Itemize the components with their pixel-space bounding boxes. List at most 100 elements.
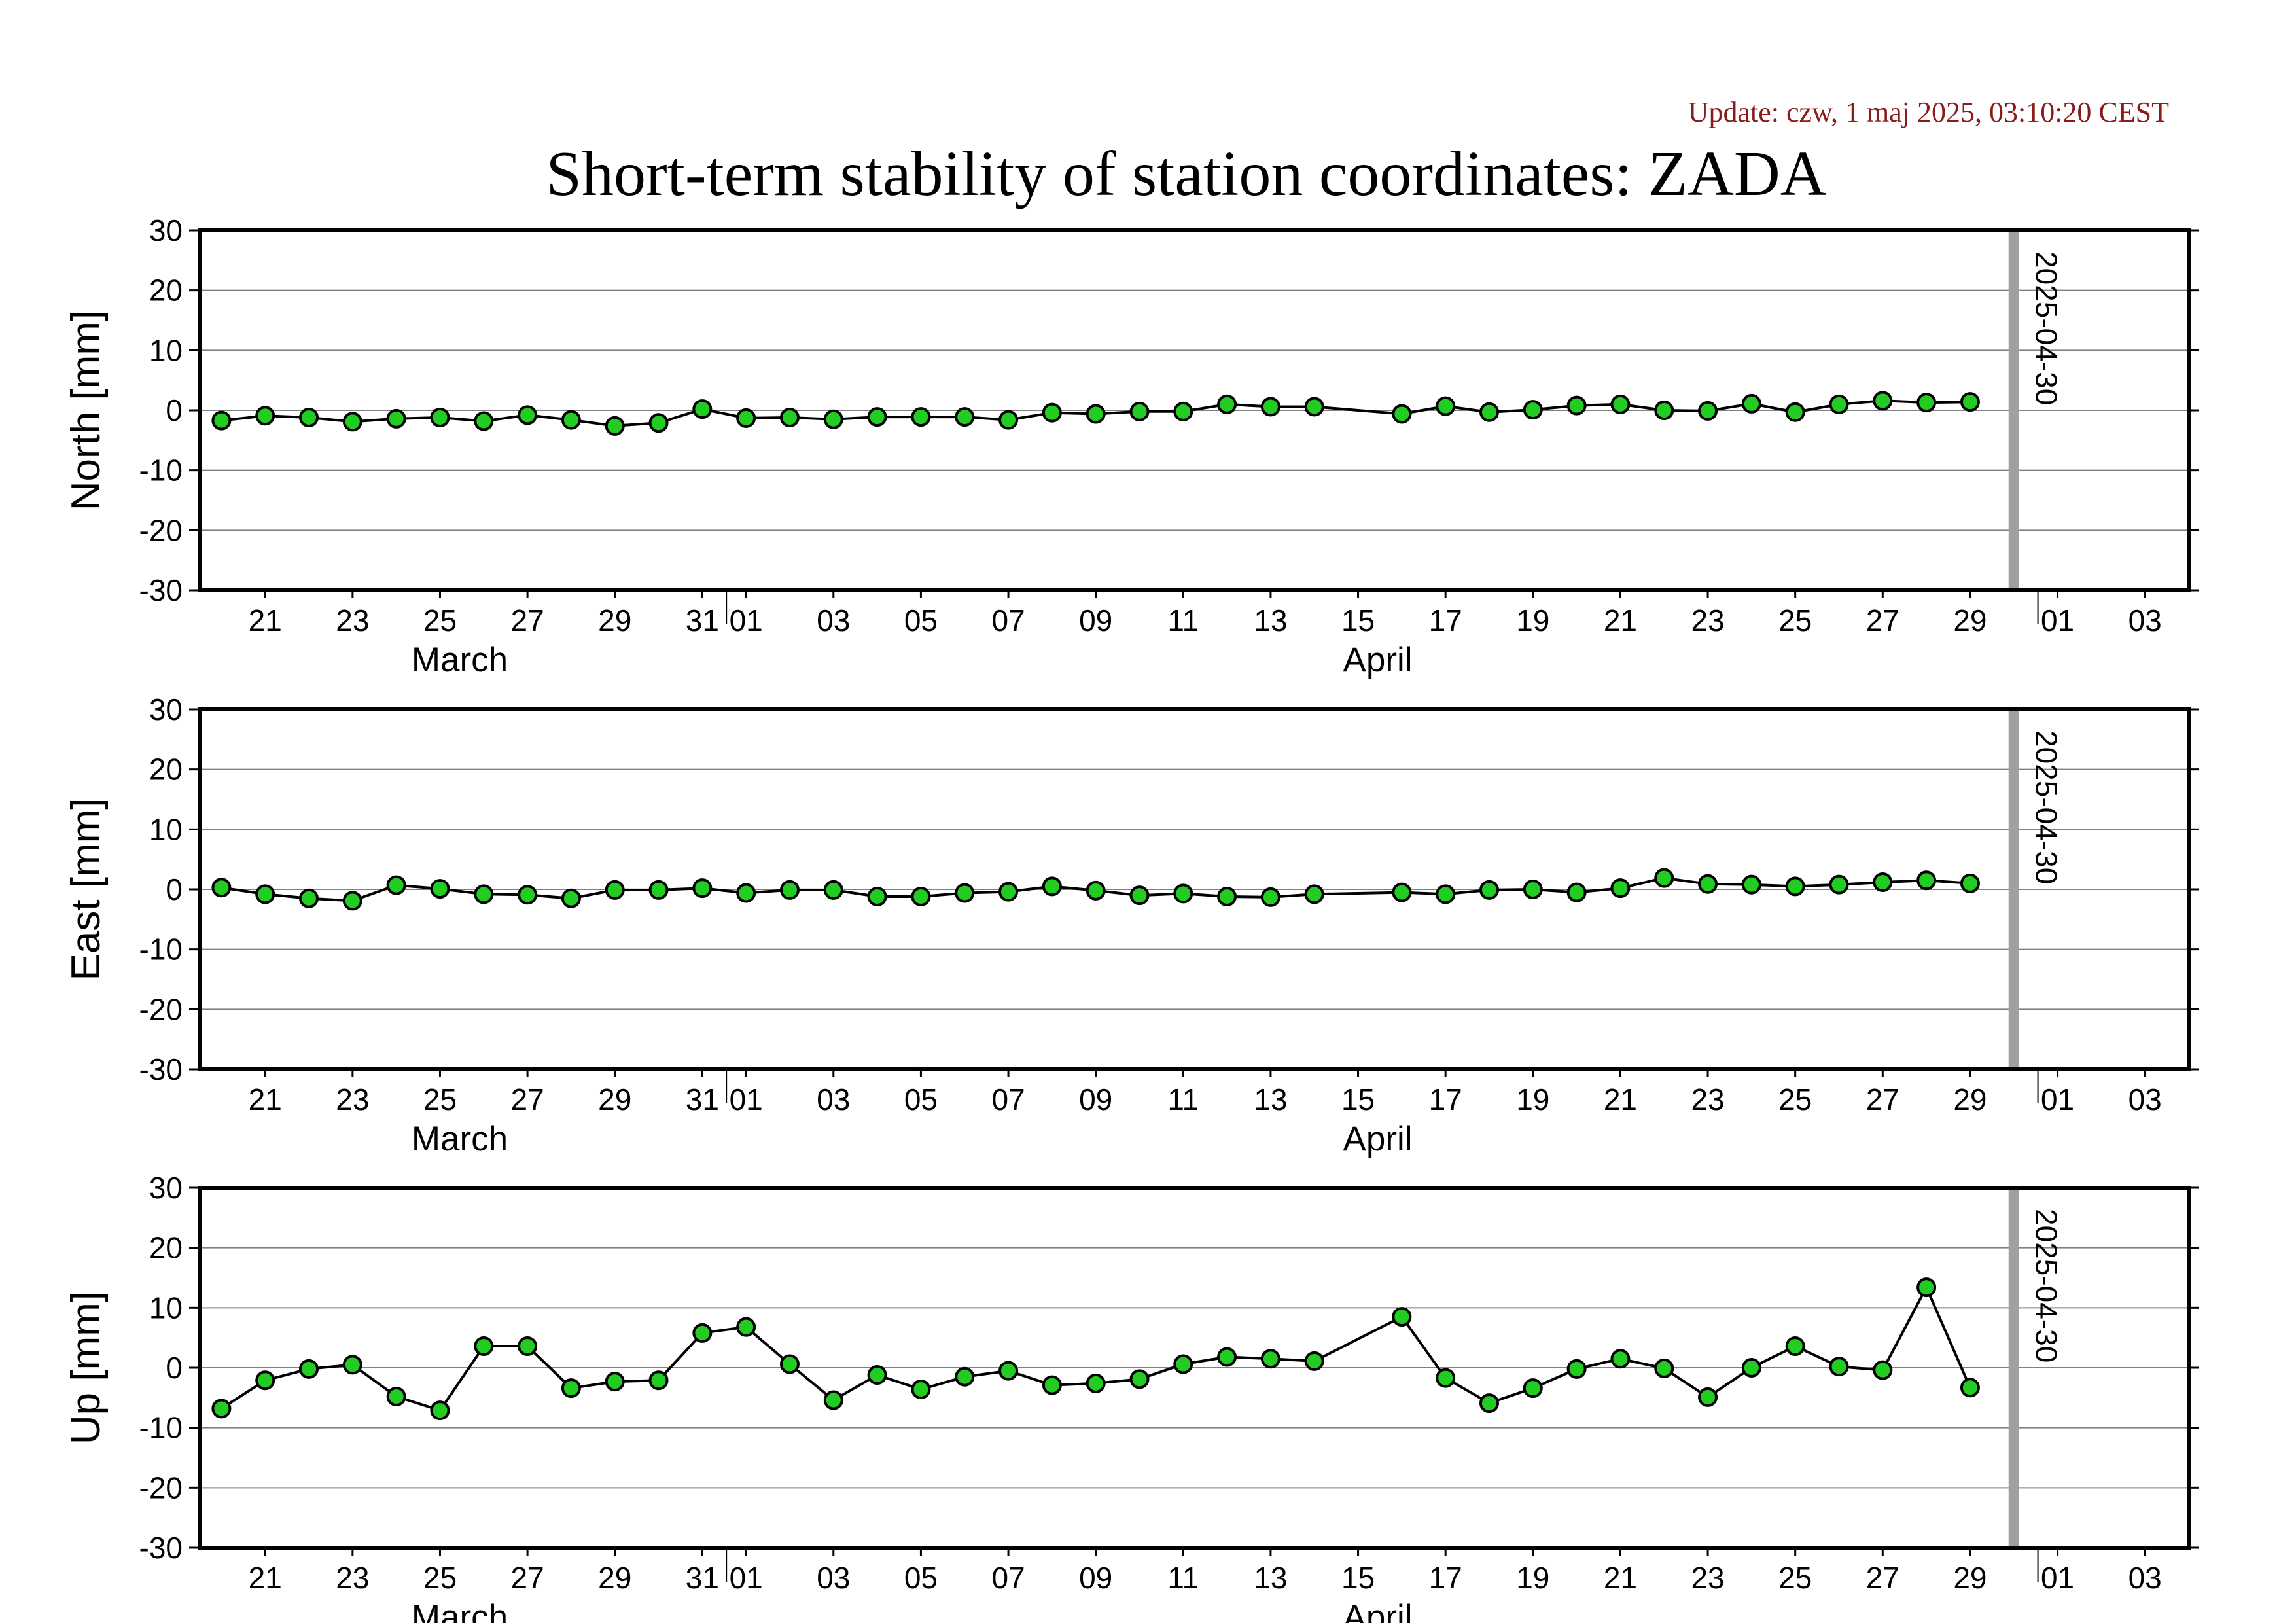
x-tick-label: 11: [1167, 1082, 1199, 1116]
y-tick-label: 10: [149, 333, 183, 367]
data-point: [386, 408, 406, 429]
data-point: [1304, 884, 1324, 904]
data-point: [1217, 887, 1237, 906]
data-point: [255, 884, 275, 904]
x-tick-label: 09: [1079, 1561, 1112, 1595]
x-tick-label: 01: [730, 603, 763, 637]
x-tick-label: 01: [730, 1082, 763, 1116]
x-tick-label: 19: [1516, 603, 1549, 637]
x-tick-label: 25: [423, 1561, 457, 1595]
data-point: [299, 408, 319, 427]
x-tick-label: 21: [249, 1561, 282, 1595]
x-tick-label: 07: [991, 1561, 1025, 1595]
data-point: [1873, 872, 1893, 892]
x-tick-label: 05: [904, 1561, 938, 1595]
x-tick-label: 21: [1604, 1082, 1637, 1116]
y-tick-label: -30: [139, 573, 183, 607]
data-point: [211, 410, 232, 431]
x-tick-label: 25: [1778, 603, 1812, 637]
x-tick-label: 23: [1691, 1561, 1724, 1595]
data-point: [1217, 394, 1237, 414]
x-tick-label: 01: [2041, 1082, 2074, 1116]
x-tick-label: 23: [336, 1082, 369, 1116]
data-point: [911, 1380, 931, 1399]
data-point: [955, 407, 975, 427]
data-point: [1741, 874, 1761, 895]
x-tick-label: 29: [1953, 1561, 1987, 1595]
data-point: [867, 887, 887, 906]
data-point: [779, 408, 800, 427]
data-point: [692, 399, 713, 419]
data-point: [998, 882, 1019, 902]
data-point: [1960, 1378, 1980, 1398]
x-tick-label: 29: [1953, 603, 1987, 637]
x-tick-label: 15: [1341, 1561, 1375, 1595]
data-point: [648, 413, 669, 433]
y-tick-label: -10: [139, 1411, 183, 1445]
data-point: [1260, 1349, 1280, 1369]
data-point: [1042, 1375, 1062, 1395]
data-point: [1785, 876, 1805, 897]
data-point: [605, 416, 625, 436]
data-point: [1960, 873, 1980, 893]
data-point: [1654, 868, 1674, 888]
x-tick-label: 03: [2128, 603, 2162, 637]
x-tick-label: 25: [423, 603, 457, 637]
data-point: [1392, 1307, 1412, 1327]
x-tick-label: 25: [1778, 1082, 1812, 1116]
data-point: [823, 880, 843, 900]
data-point: [867, 407, 887, 427]
data-point: [1086, 1373, 1106, 1393]
data-point: [299, 1359, 319, 1379]
data-point: [1829, 394, 1849, 414]
data-point: [386, 875, 406, 895]
data-point: [779, 880, 800, 900]
data-point: [1304, 397, 1324, 417]
data-point: [1916, 870, 1937, 891]
y-tick-label: -30: [139, 1531, 183, 1565]
data-point: [1741, 1358, 1761, 1378]
y-axis-label: Up [mm]: [63, 1291, 109, 1444]
data-point: [1129, 1369, 1150, 1389]
data-point: [605, 880, 625, 900]
series-line: [221, 876, 1971, 902]
data-point: [1173, 883, 1193, 904]
data-point: [1610, 878, 1631, 899]
y-tick-label: 30: [149, 213, 183, 247]
y-tick-label: 30: [149, 1171, 183, 1205]
data-point: [1610, 1349, 1631, 1369]
x-tick-label: 23: [1691, 603, 1724, 637]
data-point: [779, 1354, 800, 1374]
x-tick-label: 13: [1254, 1561, 1287, 1595]
date-marker-label: 2025-04-30: [2030, 251, 2064, 405]
data-point: [692, 1323, 713, 1343]
x-tick-label: 25: [1778, 1561, 1812, 1595]
data-point: [605, 1372, 625, 1392]
month-label: March: [412, 1120, 508, 1158]
data-point: [211, 878, 232, 898]
data-point: [1392, 882, 1412, 902]
x-tick-label: 29: [598, 1082, 631, 1116]
x-tick-label: 31: [686, 1561, 719, 1595]
data-point: [1042, 402, 1062, 423]
data-point: [1042, 876, 1062, 897]
y-tick-label: -20: [139, 992, 183, 1026]
month-label: April: [1343, 1598, 1413, 1623]
data-point: [430, 408, 450, 427]
data-point: [1086, 880, 1106, 901]
data-point: [342, 1355, 362, 1375]
data-point: [1610, 394, 1631, 414]
data-point: [474, 1336, 494, 1356]
y-axis-label: North [mm]: [63, 310, 109, 511]
x-tick-label: 17: [1429, 1082, 1462, 1116]
x-tick-label: 05: [904, 603, 938, 637]
month-label: March: [412, 1598, 508, 1623]
data-point: [1173, 1354, 1193, 1374]
data-point: [1829, 874, 1849, 895]
chart-title: Short-term stability of station coordina…: [546, 139, 1827, 209]
data-point: [736, 1317, 756, 1337]
x-tick-label: 05: [904, 1082, 938, 1116]
data-point: [1654, 1358, 1674, 1378]
data-point: [1741, 393, 1761, 414]
